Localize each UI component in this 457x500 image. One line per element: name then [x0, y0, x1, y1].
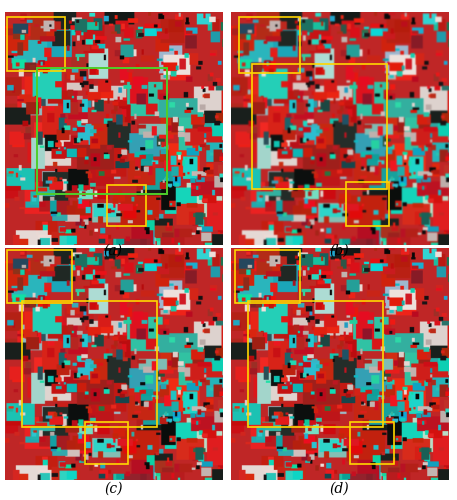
Bar: [346, 182, 389, 226]
Text: (c): (c): [104, 482, 122, 496]
Bar: [248, 301, 383, 426]
Text: (a): (a): [104, 244, 123, 258]
Bar: [37, 68, 167, 194]
Bar: [239, 17, 300, 73]
Bar: [7, 17, 65, 70]
Bar: [235, 250, 300, 304]
Bar: [252, 64, 387, 189]
Text: (d): (d): [329, 482, 349, 496]
Bar: [37, 68, 167, 194]
Bar: [350, 422, 393, 464]
Bar: [85, 422, 128, 464]
Bar: [7, 250, 72, 304]
Text: (b): (b): [329, 244, 349, 258]
Bar: [106, 184, 146, 226]
Bar: [22, 301, 156, 426]
